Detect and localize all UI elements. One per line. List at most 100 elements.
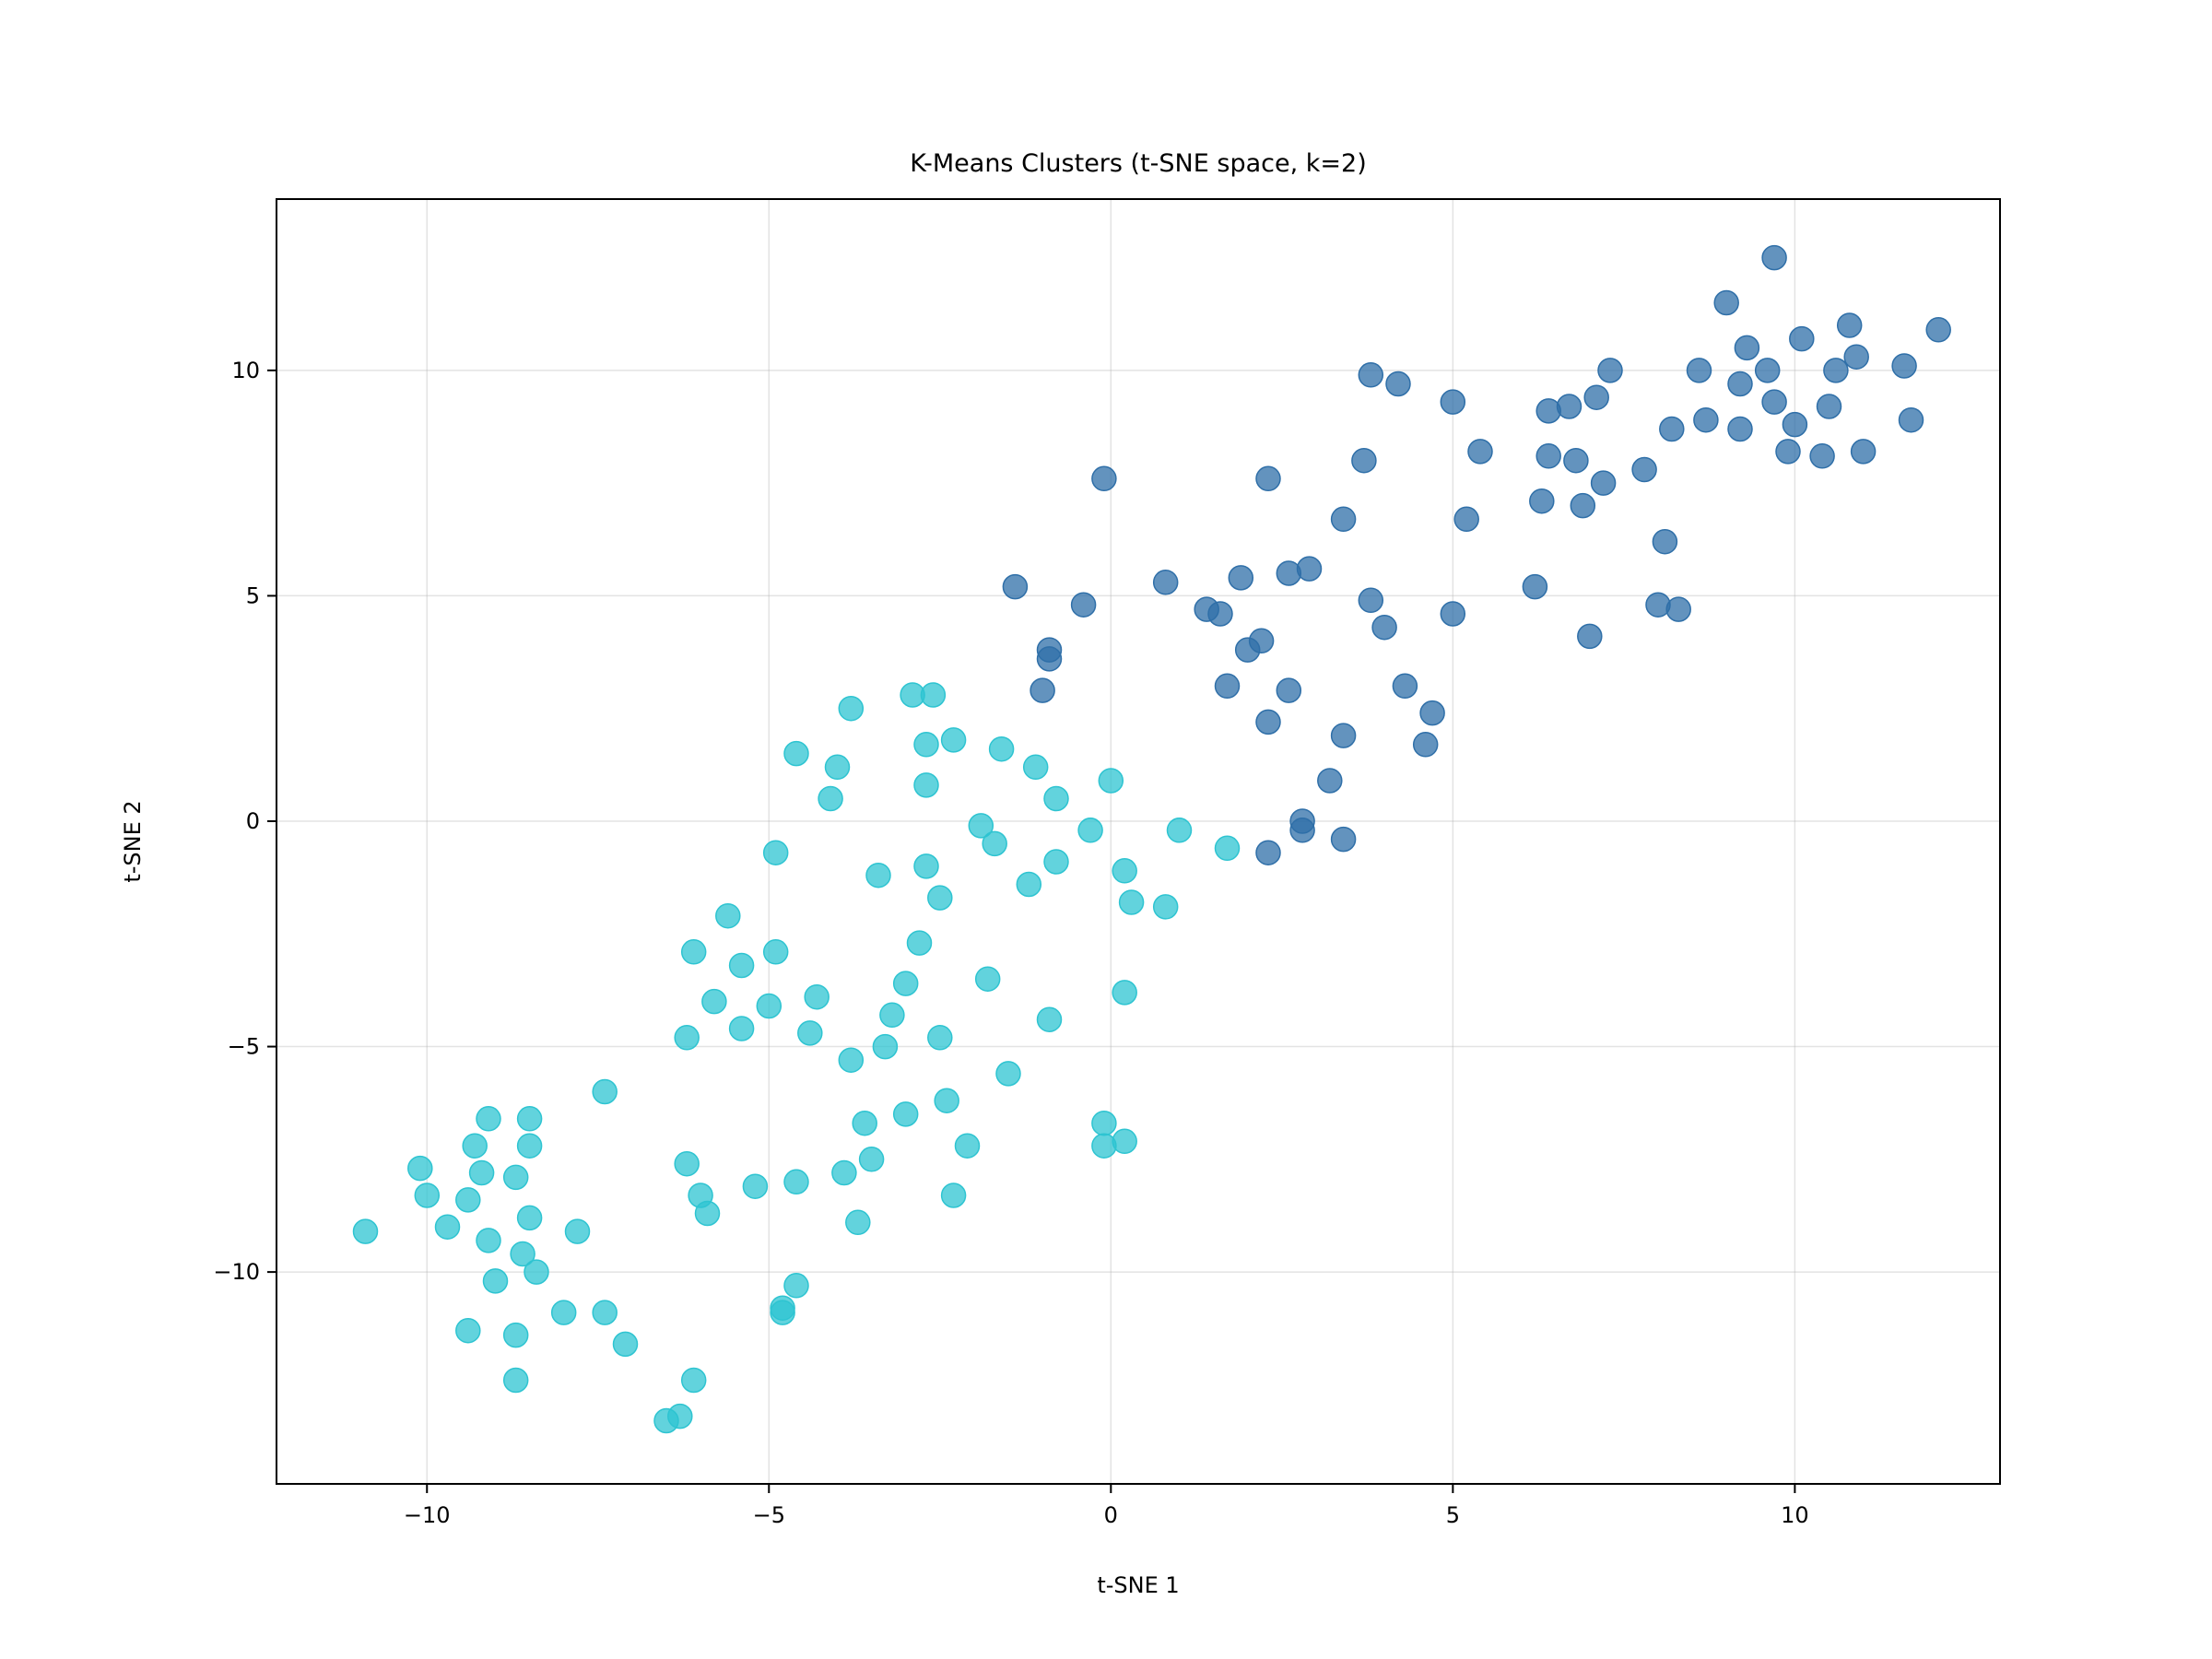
cluster-2-point	[516, 1205, 543, 1231]
cluster-1-point	[1898, 406, 1924, 433]
cluster-1-point	[1665, 596, 1691, 622]
cluster-2-point	[1118, 889, 1145, 915]
cluster-1-point	[1152, 570, 1179, 595]
x-axis-label: t-SNE 1	[1097, 1572, 1179, 1598]
cluster-2-point	[715, 902, 741, 929]
cluster-2-point	[1112, 858, 1137, 884]
cluster-1-point	[1583, 384, 1609, 410]
cluster-2-point	[502, 1367, 529, 1394]
cluster-2-point	[455, 1317, 481, 1344]
cluster-1-point	[1330, 826, 1357, 853]
cluster-1-point	[1645, 592, 1671, 618]
cluster-1-point	[1782, 411, 1808, 438]
cluster-2-point	[920, 682, 947, 708]
cluster-1-point	[1686, 358, 1712, 383]
cluster-2-point	[818, 785, 843, 812]
cluster-2-point	[804, 983, 830, 1010]
cluster-1-point	[1255, 840, 1281, 865]
cluster-1-point	[1843, 344, 1869, 370]
y-tick-label: −10	[213, 1259, 260, 1285]
cluster-2-point	[865, 862, 891, 888]
cluster-2-point	[927, 885, 953, 911]
cluster-1-point	[1440, 389, 1466, 415]
cluster-2-point	[1166, 818, 1193, 843]
cluster-2-point	[455, 1187, 481, 1213]
cluster-1-point	[1228, 565, 1254, 591]
cluster-1-point	[1522, 573, 1548, 600]
cluster-1-point	[1440, 601, 1466, 627]
cluster-2-point	[940, 727, 967, 753]
cluster-2-point	[414, 1182, 441, 1208]
cluster-1-point	[1631, 456, 1657, 483]
cluster-1-point	[1816, 394, 1842, 419]
cluster-2-point	[797, 1020, 823, 1046]
cluster-2-point	[524, 1259, 549, 1285]
cluster-2-point	[831, 1159, 857, 1186]
x-tick-label: −10	[404, 1502, 451, 1528]
cluster-2-point	[550, 1300, 577, 1325]
cluster-2-point	[892, 971, 919, 996]
cluster-2-point	[892, 1101, 919, 1127]
cluster-2-point	[838, 1047, 865, 1073]
cluster-2-point	[1022, 754, 1049, 781]
cluster-1-point	[1358, 362, 1384, 388]
y-tick-label: 10	[231, 358, 260, 383]
cluster-1-point	[1761, 389, 1787, 415]
y-axis-label: t-SNE 2	[120, 800, 146, 882]
cluster-2-point	[872, 1033, 899, 1060]
cluster-1-point	[1809, 443, 1835, 469]
chart-title: K-Means Clusters (t-SNE space, k=2)	[910, 149, 1367, 178]
cluster-1-point	[1036, 646, 1063, 672]
cluster-1-point	[1091, 465, 1117, 492]
cluster-1-point	[1563, 447, 1589, 474]
cluster-2-point	[906, 930, 933, 956]
y-tick-label: 5	[246, 582, 260, 608]
cluster-1-point	[1296, 556, 1323, 582]
cluster-2-point	[592, 1300, 618, 1325]
cluster-2-point	[674, 1150, 700, 1177]
cluster-2-point	[1091, 1133, 1117, 1159]
cluster-2-point	[988, 735, 1015, 762]
cluster-1-point	[1652, 528, 1678, 555]
cluster-2-point	[476, 1106, 501, 1132]
cluster-2-point	[1036, 1006, 1063, 1032]
cluster-2-point	[1152, 894, 1179, 920]
cluster-2-point	[858, 1147, 885, 1172]
cluster-2-point	[852, 1110, 877, 1136]
cluster-2-point	[824, 754, 851, 781]
cluster-2-point	[502, 1322, 529, 1348]
cluster-2-point	[1043, 849, 1069, 875]
cluster-2-point	[968, 813, 994, 839]
cluster-1-point	[1761, 244, 1787, 271]
cluster-1-point	[1727, 416, 1753, 442]
cluster-1-point	[1925, 317, 1951, 343]
cluster-2-point	[1091, 1110, 1117, 1136]
cluster-2-point	[434, 1214, 461, 1240]
cluster-1-point	[1590, 470, 1617, 496]
cluster-1-point	[1214, 673, 1241, 700]
cluster-2-point	[770, 1300, 795, 1325]
cluster-2-point	[913, 772, 939, 798]
cluster-1-point	[1289, 818, 1315, 843]
x-axis-ticks: −10 −5 0 5 10	[404, 1484, 1809, 1528]
cluster-1-point	[1330, 723, 1357, 748]
cluster-2-point	[1016, 871, 1042, 898]
cluster-2-point	[1043, 785, 1069, 812]
cluster-1-point	[1276, 560, 1302, 586]
cluster-1-point	[1775, 439, 1801, 465]
x-tick-label: 5	[1446, 1502, 1460, 1528]
cluster-2-point	[407, 1155, 433, 1182]
cluster-2-point	[482, 1268, 509, 1294]
cluster-2-point	[564, 1218, 591, 1244]
cluster-2-point	[701, 988, 727, 1015]
cluster-1-point	[1556, 394, 1583, 419]
cluster-1-point	[1030, 677, 1055, 703]
cluster-2-point	[694, 1200, 721, 1227]
cluster-1-point	[1535, 443, 1561, 469]
cluster-2-point	[783, 1169, 809, 1195]
cluster-1-point	[1234, 637, 1261, 663]
cluster-1-point	[1734, 335, 1760, 361]
plot-frame	[276, 198, 2001, 1485]
cluster-2-point	[352, 1218, 379, 1244]
